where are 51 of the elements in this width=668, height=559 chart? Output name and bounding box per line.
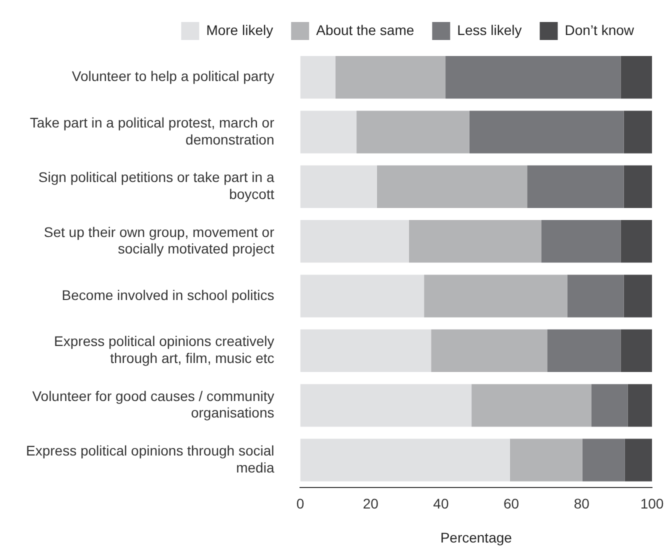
y-tick-label: Sign political petitions or take part in a boycott [38,169,274,202]
bar [300,384,472,427]
bar [300,220,409,263]
bar [335,56,446,99]
bar [431,329,548,372]
bar [424,274,568,318]
y-tick-label: Take part in a political protest, march or demonstration [30,114,275,148]
bar [300,329,432,372]
x-tick-label: 100 [640,496,664,512]
y-tick-label: Volunteer for good causes / community organisations [32,388,274,421]
y-tick-label: Express political opinions through social media [26,442,274,476]
bar [300,438,510,482]
bar [567,274,624,318]
bar [527,165,624,208]
y-tick-label: Become involved in school politics [62,286,274,303]
bar [469,110,624,154]
bar [547,329,621,372]
bar [356,110,470,154]
bar [510,438,582,482]
legend-label: Less likely [457,22,522,38]
bar [300,165,377,208]
bar [472,384,592,427]
x-tick-label: 60 [504,496,520,512]
bar [620,56,652,99]
bar [446,56,621,99]
bar [582,438,625,482]
bar [300,274,424,318]
y-tick-label: Express political opinions creatively through art, film, music etc [54,333,274,366]
legend-label: About the same [316,22,414,38]
bar [376,165,528,208]
bar [408,220,542,263]
x-tick-label: 80 [574,496,590,512]
legend-label: More likely [206,22,274,38]
bar [624,110,652,154]
bar [620,329,652,372]
bar [624,274,652,318]
bar [592,384,628,427]
bar [300,56,336,99]
x-tick-label: 0 [296,496,304,512]
bar [624,438,652,482]
x-axis-title: Percentage [440,529,512,546]
x-tick-label: 40 [433,496,449,512]
bar [541,220,621,263]
legend-label: Don’t know [564,22,635,38]
y-tick-label: Volunteer to help a political party [72,68,274,84]
bar [620,220,652,263]
bar [300,110,357,154]
y-tick-label: Set up their own group, movement or socially motivated project [44,224,275,257]
bar [624,165,652,208]
x-tick-label: 20 [362,496,379,512]
bar [628,384,652,427]
